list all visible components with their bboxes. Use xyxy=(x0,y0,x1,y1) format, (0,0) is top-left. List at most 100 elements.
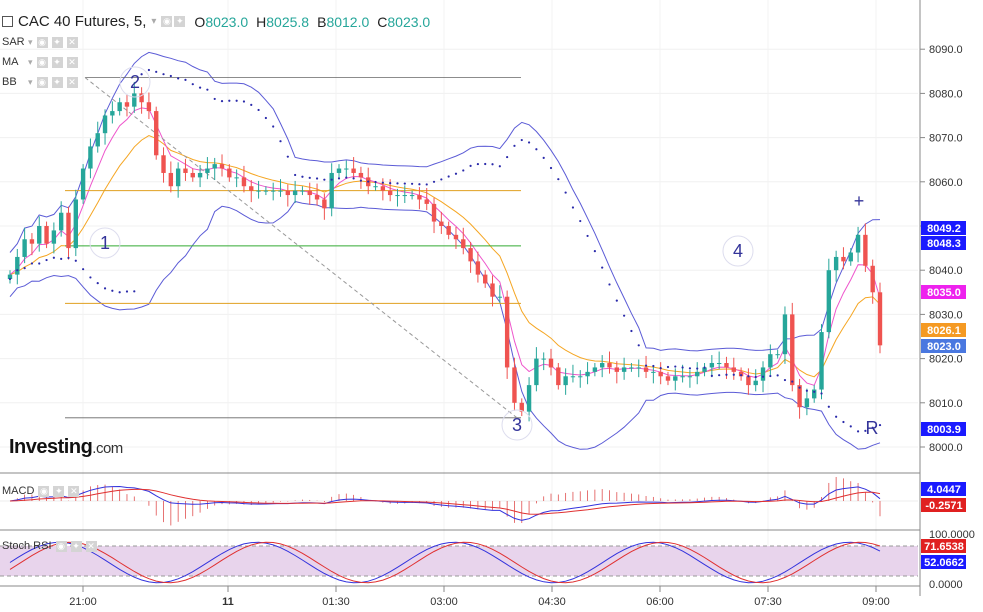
candle-body[interactable] xyxy=(870,265,875,293)
candlesticks[interactable] xyxy=(7,81,883,422)
candle-body[interactable] xyxy=(534,358,539,386)
gear-icon[interactable]: ✦ xyxy=(174,16,186,27)
candle-body[interactable] xyxy=(643,367,649,372)
indicator-stoch-rsi[interactable]: Stoch RSI ◉ ✦ ✕ xyxy=(2,540,97,552)
candle-body[interactable] xyxy=(15,256,20,275)
candle-body[interactable] xyxy=(88,146,93,169)
candle-body[interactable] xyxy=(497,296,503,298)
candle-body[interactable] xyxy=(621,367,627,372)
eye-icon[interactable]: ◉ xyxy=(38,485,50,497)
close-icon[interactable]: ✕ xyxy=(85,540,97,552)
candle-body[interactable] xyxy=(175,168,181,187)
candle-body[interactable] xyxy=(797,385,802,408)
candle-body[interactable] xyxy=(848,252,853,262)
candle-body[interactable] xyxy=(541,358,546,360)
candle-body[interactable] xyxy=(431,203,437,222)
candle-body[interactable] xyxy=(263,190,269,192)
candle-body[interactable] xyxy=(205,168,210,173)
candle-body[interactable] xyxy=(58,212,64,231)
candle-body[interactable] xyxy=(22,239,27,257)
close-icon[interactable]: ✕ xyxy=(66,56,78,68)
candle-body[interactable] xyxy=(102,115,108,134)
candle-body[interactable] xyxy=(307,190,312,196)
close-icon[interactable]: ✕ xyxy=(68,485,80,497)
candle-body[interactable] xyxy=(387,190,393,196)
candle-body[interactable] xyxy=(760,367,766,381)
candle-body[interactable] xyxy=(556,367,561,386)
candle-body[interactable] xyxy=(234,177,239,179)
eye-icon[interactable]: ◉ xyxy=(36,76,48,88)
eye-icon[interactable]: ◉ xyxy=(55,540,67,552)
candle-body[interactable] xyxy=(841,256,846,262)
close-icon[interactable]: ✕ xyxy=(66,76,78,88)
candle-body[interactable] xyxy=(475,261,481,275)
candle-body[interactable] xyxy=(548,358,554,368)
candle-body[interactable] xyxy=(636,367,641,369)
candle-body[interactable] xyxy=(73,199,78,249)
candle-body[interactable] xyxy=(132,93,137,107)
candle-body[interactable] xyxy=(110,111,115,116)
chevron-down-icon[interactable]: ▾ xyxy=(28,76,33,87)
candle-body[interactable] xyxy=(146,102,152,112)
candle-body[interactable] xyxy=(673,376,678,381)
candle-body[interactable] xyxy=(271,190,276,192)
candle-body[interactable] xyxy=(592,367,598,372)
candle-body[interactable] xyxy=(665,376,671,381)
chevron-down-icon[interactable]: ▾ xyxy=(28,56,33,67)
chevron-down-icon[interactable]: ▾ xyxy=(151,16,157,27)
candle-body[interactable] xyxy=(117,102,122,112)
candle-body[interactable] xyxy=(658,371,663,377)
candle-body[interactable] xyxy=(66,212,71,249)
candle-body[interactable] xyxy=(607,363,612,368)
indicator-sar[interactable]: SAR ▾ ◉ ✦ ✕ xyxy=(2,36,78,48)
candle-body[interactable] xyxy=(95,133,100,147)
candle-body[interactable] xyxy=(702,367,707,372)
candle-body[interactable] xyxy=(724,363,729,368)
candle-body[interactable] xyxy=(373,186,378,188)
candle-body[interactable] xyxy=(183,168,188,173)
gear-icon[interactable]: ✦ xyxy=(51,76,63,88)
candle-body[interactable] xyxy=(490,283,495,297)
candle-body[interactable] xyxy=(504,296,510,368)
collapse-icon[interactable] xyxy=(2,16,13,27)
candle-body[interactable] xyxy=(278,190,283,192)
candle-body[interactable] xyxy=(877,292,883,346)
chevron-down-icon[interactable]: ▾ xyxy=(28,36,33,47)
close-icon[interactable]: ✕ xyxy=(66,36,78,48)
gear-icon[interactable]: ✦ xyxy=(70,540,82,552)
candle-body[interactable] xyxy=(585,371,590,377)
candle-body[interactable] xyxy=(124,102,130,107)
candle-body[interactable] xyxy=(351,168,356,173)
candle-body[interactable] xyxy=(819,332,824,390)
candle-body[interactable] xyxy=(139,93,144,103)
candle-body[interactable] xyxy=(190,172,195,178)
candle-body[interactable] xyxy=(292,190,298,196)
candle-body[interactable] xyxy=(629,367,634,369)
candle-body[interactable] xyxy=(241,177,247,187)
candle-body[interactable] xyxy=(804,398,810,408)
candle-body[interactable] xyxy=(695,371,700,377)
candle-body[interactable] xyxy=(336,168,342,173)
candle-body[interactable] xyxy=(197,172,203,178)
candle-body[interactable] xyxy=(738,371,744,377)
candle-body[interactable] xyxy=(746,376,751,386)
candle-body[interactable] xyxy=(380,186,386,191)
candle-body[interactable] xyxy=(826,270,832,333)
candle-body[interactable] xyxy=(395,195,400,197)
candle-body[interactable] xyxy=(578,376,583,378)
candle-body[interactable] xyxy=(468,248,473,262)
candle-body[interactable] xyxy=(300,190,305,192)
candle-body[interactable] xyxy=(863,234,868,266)
candle-body[interactable] xyxy=(314,195,320,200)
candle-body[interactable] xyxy=(446,226,451,235)
candle-body[interactable] xyxy=(285,190,291,196)
candle-body[interactable] xyxy=(44,226,49,244)
candle-body[interactable] xyxy=(249,186,254,191)
candle-body[interactable] xyxy=(483,274,488,284)
candle-body[interactable] xyxy=(322,199,327,209)
candle-body[interactable] xyxy=(519,402,524,412)
candle-body[interactable] xyxy=(51,230,57,244)
gear-icon[interactable]: ✦ xyxy=(53,485,65,497)
gear-icon[interactable]: ✦ xyxy=(51,56,63,68)
